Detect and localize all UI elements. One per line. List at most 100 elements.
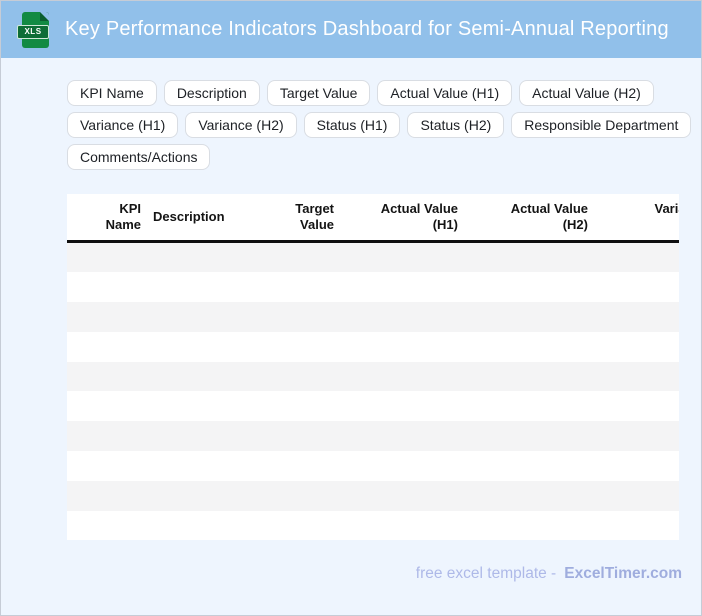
table-cell [464, 332, 594, 362]
table-row [67, 362, 679, 392]
chip-comments-actions[interactable]: Comments/Actions [67, 144, 210, 170]
table-row [67, 481, 679, 511]
table-cell [67, 421, 147, 451]
table-cell [594, 302, 679, 332]
table-cell [257, 391, 340, 421]
chip-responsible-department[interactable]: Responsible Department [511, 112, 691, 138]
table-cell [67, 481, 147, 511]
page-title: Key Performance Indicators Dashboard for… [65, 18, 669, 41]
table-cell [67, 241, 147, 272]
table-cell [147, 421, 257, 451]
table-cell [594, 332, 679, 362]
table-cell [594, 362, 679, 392]
table-cell [464, 302, 594, 332]
col-header-actual-value-h1: Actual Value (H1) [340, 194, 464, 241]
column-chip-list: KPI Name Description Target Value Actual… [67, 80, 697, 170]
chip-actual-value-h2[interactable]: Actual Value (H2) [519, 80, 654, 106]
table-cell [147, 332, 257, 362]
table-cell [257, 272, 340, 302]
col-header-description: Description [147, 194, 257, 241]
footer: free excel template - ExcelTimer.com [67, 565, 682, 583]
footer-brand-link[interactable]: ExcelTimer.com [564, 565, 682, 582]
table-cell [594, 451, 679, 481]
table-cell [147, 391, 257, 421]
chip-actual-value-h1[interactable]: Actual Value (H1) [377, 80, 512, 106]
chip-kpi-name[interactable]: KPI Name [67, 80, 157, 106]
table-cell [147, 302, 257, 332]
table-cell [340, 421, 464, 451]
table-cell [67, 332, 147, 362]
table-cell [464, 241, 594, 272]
table-cell [340, 332, 464, 362]
table-cell [594, 391, 679, 421]
chip-description[interactable]: Description [164, 80, 260, 106]
table-cell [464, 421, 594, 451]
chip-row-1: KPI Name Description Target Value Actual… [67, 80, 697, 106]
table-cell [340, 272, 464, 302]
table-cell [340, 481, 464, 511]
table-body [67, 241, 679, 540]
table-cell [257, 362, 340, 392]
kpi-table-container: KPI Name Description Target Value Actual… [67, 194, 679, 540]
table-cell [340, 362, 464, 392]
table-cell [147, 481, 257, 511]
col-header-target-value: Target Value [257, 194, 340, 241]
table-cell [67, 272, 147, 302]
table-cell [464, 481, 594, 511]
kpi-table: KPI Name Description Target Value Actual… [67, 194, 679, 540]
table-cell [464, 391, 594, 421]
table-cell [340, 302, 464, 332]
table-cell [340, 511, 464, 541]
table-cell [147, 241, 257, 272]
table-cell [340, 391, 464, 421]
table-cell [594, 481, 679, 511]
table-cell [464, 362, 594, 392]
chip-status-h1[interactable]: Status (H1) [304, 112, 401, 138]
table-cell [147, 272, 257, 302]
table-cell [257, 332, 340, 362]
header-bar: XLS Key Performance Indicators Dashboard… [1, 1, 701, 58]
table-cell [464, 451, 594, 481]
table-cell [257, 511, 340, 541]
table-cell [67, 391, 147, 421]
table-cell [340, 451, 464, 481]
folded-corner [40, 12, 49, 21]
footer-text: free excel template - [416, 565, 556, 582]
chip-target-value[interactable]: Target Value [267, 80, 371, 106]
xls-icon-label: XLS [17, 25, 49, 39]
chip-status-h2[interactable]: Status (H2) [407, 112, 504, 138]
table-cell [67, 451, 147, 481]
table-row [67, 332, 679, 362]
table-cell [464, 511, 594, 541]
page: XLS Key Performance Indicators Dashboard… [0, 0, 702, 616]
table-cell [594, 511, 679, 541]
col-header-variance-h1: Variance (H1) [594, 194, 679, 241]
table-cell [147, 511, 257, 541]
chip-variance-h1[interactable]: Variance (H1) [67, 112, 178, 138]
table-cell [594, 272, 679, 302]
table-cell [464, 272, 594, 302]
col-header-actual-value-h2: Actual Value (H2) [464, 194, 594, 241]
table-cell [257, 302, 340, 332]
table-cell [147, 451, 257, 481]
table-row [67, 391, 679, 421]
table-row [67, 272, 679, 302]
table-header: KPI Name Description Target Value Actual… [67, 194, 679, 241]
table-cell [340, 241, 464, 272]
table-row [67, 241, 679, 272]
table-cell [257, 421, 340, 451]
table-cell [257, 481, 340, 511]
table-row [67, 302, 679, 332]
table-cell [67, 511, 147, 541]
table-cell [257, 241, 340, 272]
chip-row-3: Comments/Actions [67, 144, 697, 170]
table-row [67, 421, 679, 451]
table-row [67, 451, 679, 481]
xls-file-icon: XLS [22, 12, 49, 48]
table-cell [594, 241, 679, 272]
chip-variance-h2[interactable]: Variance (H2) [185, 112, 296, 138]
chip-row-2: Variance (H1) Variance (H2) Status (H1) … [67, 112, 697, 138]
table-cell [147, 362, 257, 392]
table-cell [67, 362, 147, 392]
col-header-kpi-name: KPI Name [67, 194, 147, 241]
